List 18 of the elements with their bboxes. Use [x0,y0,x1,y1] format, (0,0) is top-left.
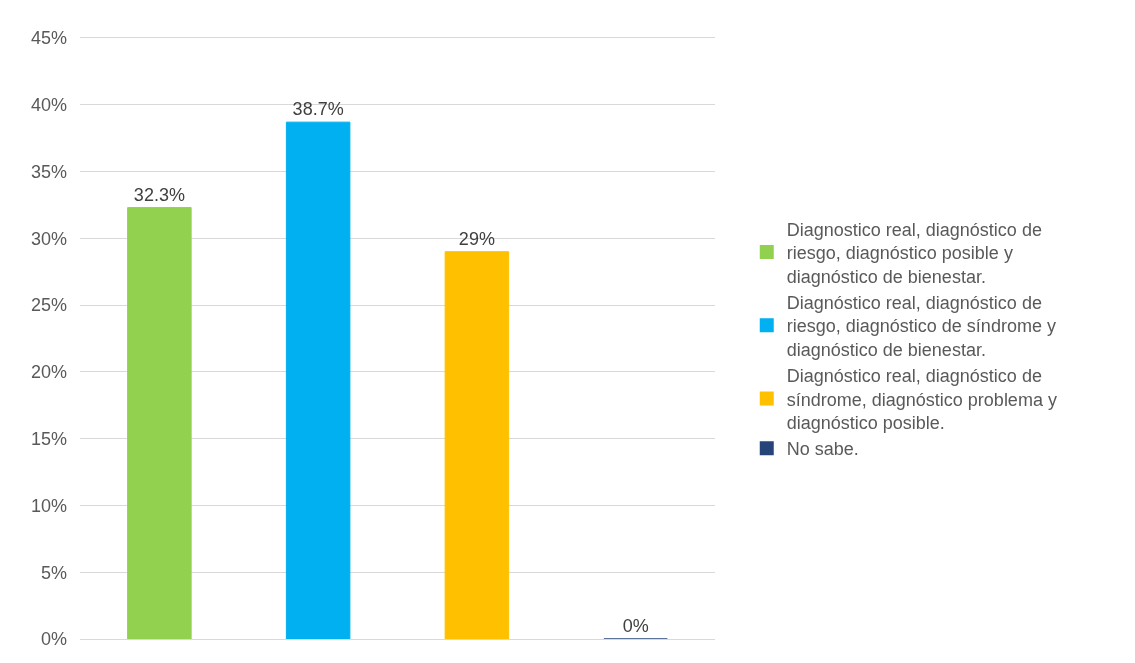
y-tick-label: 35% [30,161,67,182]
data-label: 0% [622,616,649,636]
legend-label: Diagnóstico real, diagnóstico de síndrome, diagnóstico problema y diagnóstico posible. [786,366,1057,433]
data-label: 38.7% [292,99,344,120]
y-tick-label: 10% [30,495,67,516]
y-tick-label: 30% [30,228,67,249]
y-tick-label: 0% [40,629,67,650]
y-tick-label: 20% [30,362,67,383]
legend-label: No sabe. [786,439,859,460]
y-tick-label: 45% [30,28,67,49]
y-tick-label: 25% [30,295,67,316]
legend-label: Diagnóstico real, diagnóstico de riesgo, diagnóstico de síndrome y diagnóstico de bienestar. [786,292,1056,360]
y-tick-label: 5% [40,562,67,583]
data-label: 29% [458,228,495,249]
legend-label: Diagnostico real, diagnóstico de riesgo, diagnóstico posible y diagnóstico de bienestar. [786,219,1042,287]
data-label: 32.3% [133,184,185,205]
y-tick-label: 15% [30,428,67,449]
y-tick-label: 40% [30,95,67,116]
